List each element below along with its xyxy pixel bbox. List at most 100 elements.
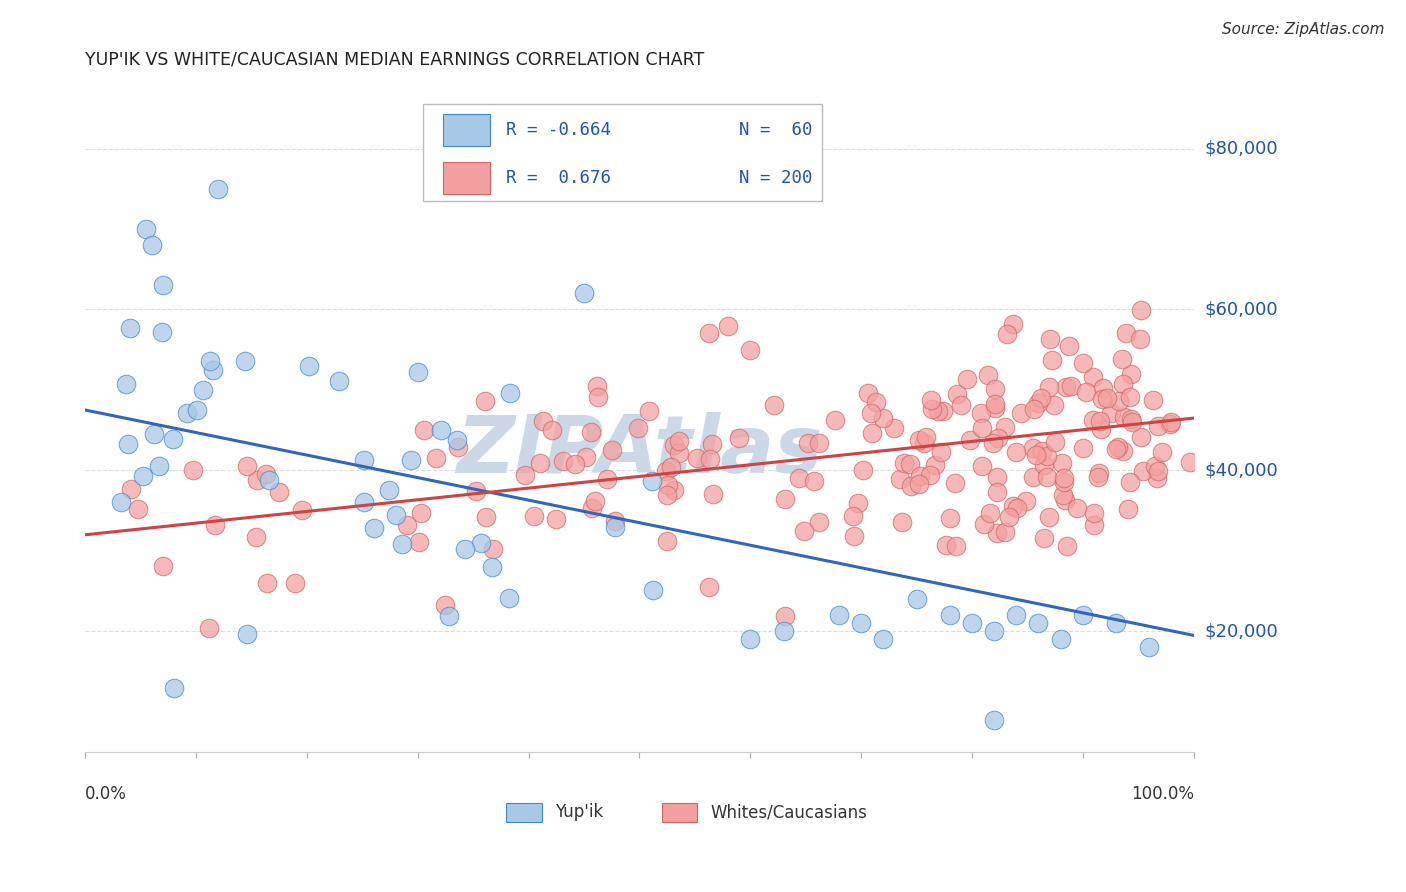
Point (852, 463, 875, 477)
Point (132, 469, 155, 483)
Point (862, 425, 884, 440)
Point (127, 501, 149, 516)
Point (1038, 380, 1060, 394)
Point (1002, 317, 1025, 331)
Point (1092, 381, 1115, 395)
Point (1053, 475, 1076, 489)
Text: $20,000: $20,000 (1205, 623, 1278, 640)
Point (921, 402, 943, 417)
Point (454, 541, 477, 556)
Point (697, 580, 720, 594)
Point (291, 502, 314, 516)
Point (955, 372, 977, 386)
Point (181, 462, 204, 476)
Point (256, 576, 278, 591)
Point (914, 430, 936, 444)
Point (198, 354, 221, 368)
Point (970, 458, 993, 473)
Point (1121, 415, 1143, 429)
Point (627, 421, 650, 435)
Point (378, 483, 401, 498)
Point (581, 501, 603, 516)
Point (1105, 616, 1128, 631)
Point (803, 474, 825, 488)
Point (773, 609, 796, 624)
Point (1095, 392, 1118, 406)
Point (1180, 455, 1202, 469)
Point (1074, 385, 1097, 400)
Point (1038, 510, 1060, 524)
Point (842, 529, 865, 543)
Point (433, 599, 456, 613)
Text: R = -0.664: R = -0.664 (506, 121, 612, 139)
Point (984, 397, 1007, 411)
Point (1129, 332, 1152, 346)
Point (391, 537, 413, 551)
Point (1081, 370, 1104, 384)
Point (641, 474, 664, 488)
Point (824, 413, 846, 427)
Point (970, 406, 993, 420)
Point (1111, 352, 1133, 367)
Point (1108, 394, 1130, 409)
Point (740, 343, 762, 357)
Point (114, 377, 136, 392)
Point (118, 320, 141, 334)
Point (1042, 352, 1064, 367)
Point (643, 583, 665, 598)
Point (787, 471, 810, 485)
Point (605, 520, 627, 534)
Point (1090, 414, 1112, 428)
Point (600, 443, 623, 458)
Point (914, 435, 936, 450)
Point (475, 509, 498, 524)
Point (983, 436, 1005, 450)
Point (498, 591, 520, 606)
Point (1039, 332, 1062, 346)
Point (883, 421, 905, 435)
Point (284, 576, 307, 591)
Text: $40,000: $40,000 (1205, 461, 1278, 479)
Point (1007, 501, 1029, 516)
Point (657, 478, 679, 492)
Point (929, 445, 952, 459)
Point (1115, 326, 1137, 340)
Point (191, 383, 214, 397)
Point (409, 506, 432, 520)
Point (935, 538, 957, 552)
Point (529, 456, 551, 470)
Text: Yup'ik: Yup'ik (555, 803, 603, 822)
Point (163, 681, 186, 695)
Point (976, 368, 998, 383)
Point (1129, 302, 1152, 317)
Point (842, 508, 865, 523)
Bar (662, 803, 697, 822)
Point (900, 479, 922, 493)
Text: N = 200: N = 200 (740, 169, 813, 187)
Point (1049, 632, 1071, 647)
Point (1052, 488, 1074, 502)
Point (575, 450, 598, 464)
Text: N =  60: N = 60 (740, 121, 813, 139)
Point (846, 496, 869, 510)
Point (464, 484, 486, 499)
Point (399, 453, 422, 467)
Point (994, 524, 1017, 539)
Point (546, 512, 568, 526)
Point (135, 222, 157, 236)
Point (186, 403, 208, 417)
Point (586, 390, 609, 404)
Point (1071, 356, 1094, 370)
Point (984, 401, 1007, 415)
Bar (443, 162, 489, 194)
Point (856, 386, 879, 401)
Text: 0.0%: 0.0% (86, 785, 127, 803)
Point (872, 632, 894, 647)
Text: YUP'IK VS WHITE/CAUCASIAN MEDIAN EARNINGS CORRELATION CHART: YUP'IK VS WHITE/CAUCASIAN MEDIAN EARNING… (86, 51, 704, 69)
Point (176, 405, 198, 419)
Point (908, 477, 931, 491)
Point (1146, 471, 1168, 485)
Point (727, 431, 749, 445)
Point (579, 425, 602, 439)
Point (446, 434, 468, 448)
